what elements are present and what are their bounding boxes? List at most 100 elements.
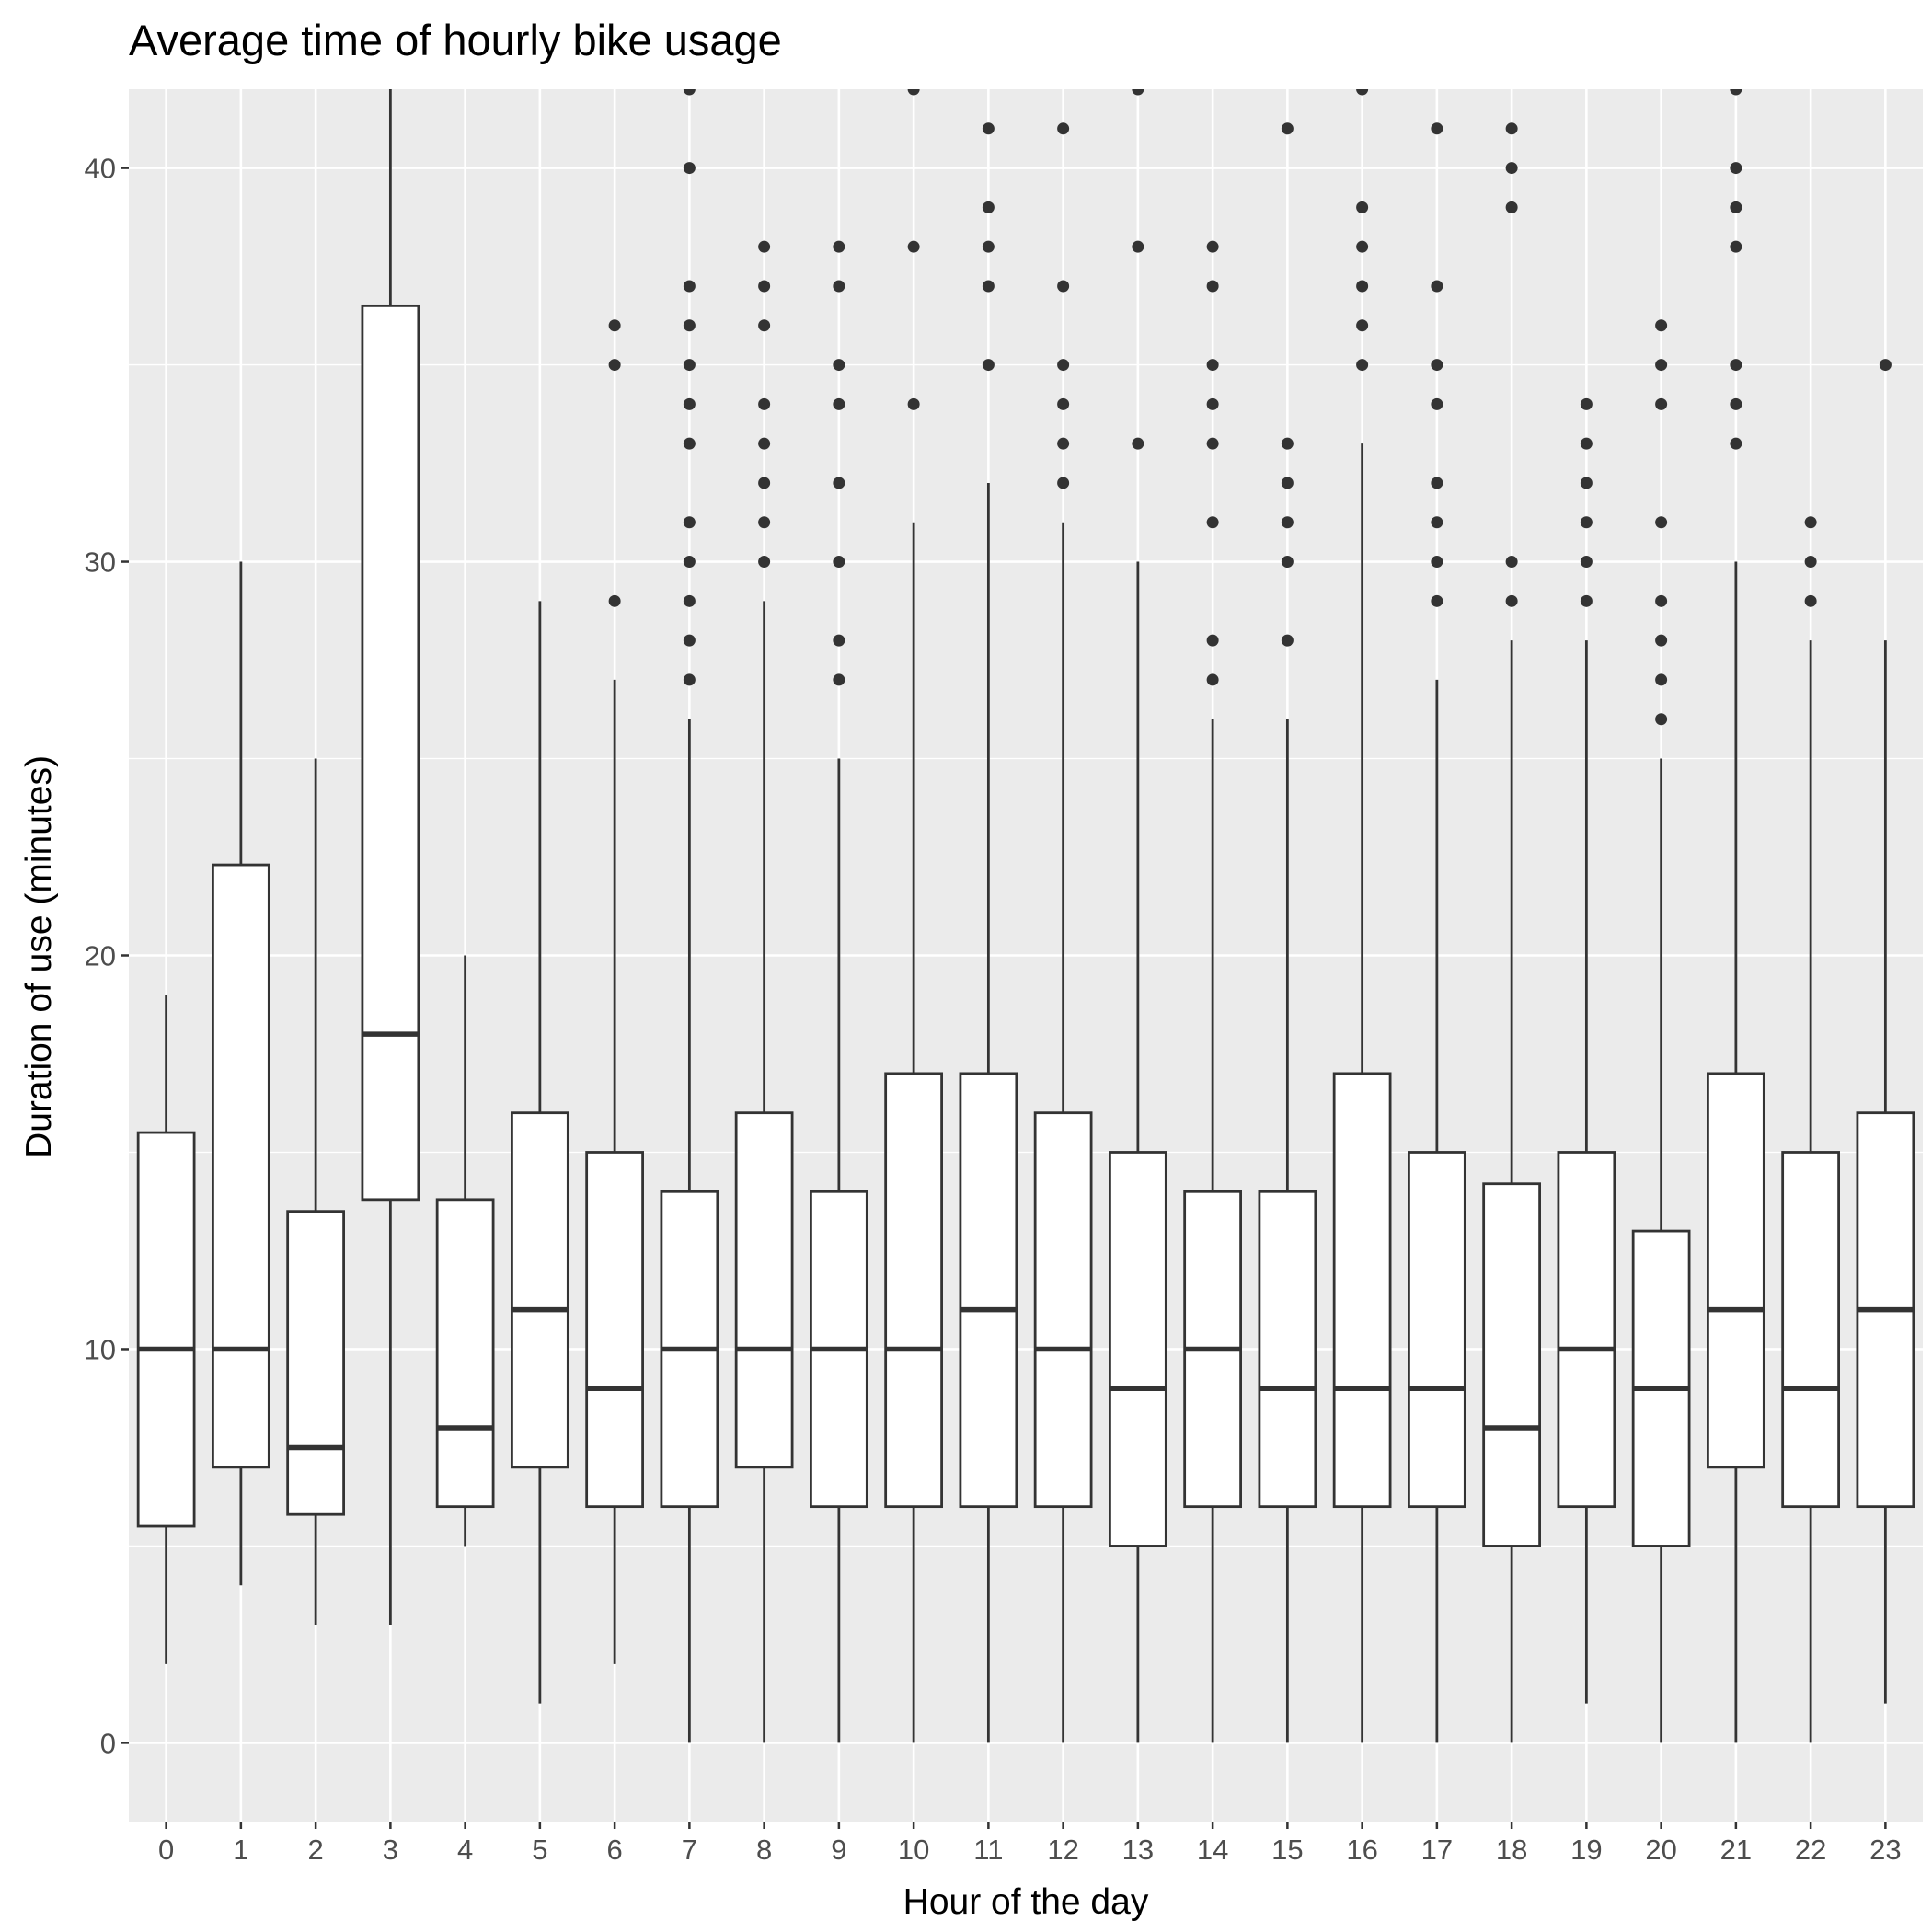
outlier-point [1580, 516, 1593, 529]
outlier-point [1730, 240, 1742, 253]
outlier-point [608, 594, 621, 607]
outlier-point [833, 397, 845, 410]
outlier-point [1655, 634, 1668, 647]
outlier-point [907, 240, 920, 253]
box-hour-10 [884, 89, 943, 1743]
outlier-point [1206, 397, 1219, 410]
outlier-point [1655, 594, 1668, 607]
box-hour-12 [1033, 122, 1093, 1743]
outlier-point [1356, 240, 1369, 253]
outlier-point [758, 437, 771, 450]
outlier-point [683, 319, 696, 332]
outlier-point [1356, 280, 1369, 293]
outlier-point [1356, 319, 1369, 332]
x-tick-label: 6 [607, 1834, 623, 1866]
outlier-point [1730, 437, 1742, 450]
outlier-point [1580, 437, 1593, 450]
outlier-point [1505, 556, 1518, 569]
outlier-point [1206, 240, 1219, 253]
y-axis-title: Duration of use (minutes) [19, 755, 59, 1158]
outlier-point [1730, 201, 1742, 213]
outlier-point [1730, 162, 1742, 175]
outlier-point [758, 280, 771, 293]
outlier-point [1580, 556, 1593, 569]
outlier-point [683, 359, 696, 372]
outlier-point [1655, 713, 1668, 726]
iqr-box [1482, 1182, 1541, 1547]
outlier-point [1057, 359, 1070, 372]
outlier-point [907, 89, 920, 96]
outlier-point [683, 594, 696, 607]
x-tick-label: 9 [831, 1834, 846, 1866]
x-tick-label: 15 [1271, 1834, 1303, 1866]
y-tick-label: 30 [85, 546, 116, 579]
outlier-point [1431, 556, 1443, 569]
outlier-point [1505, 201, 1518, 213]
x-tick-label: 16 [1346, 1834, 1377, 1866]
outlier-point [1132, 437, 1144, 450]
outlier-point [1580, 397, 1593, 410]
x-tick-label: 18 [1496, 1834, 1527, 1866]
x-tick-label: 2 [308, 1834, 324, 1866]
box-hour-19 [1557, 397, 1616, 1704]
y-tick-label: 40 [85, 153, 116, 185]
iqr-box [361, 304, 420, 1202]
box-hour-13 [1109, 89, 1167, 1743]
iqr-box [136, 1131, 196, 1528]
box-hour-14 [1183, 240, 1242, 1743]
x-tick-label: 5 [532, 1834, 547, 1866]
outlier-point [1356, 359, 1369, 372]
outlier-point [1132, 240, 1144, 253]
outlier-point [1804, 556, 1817, 569]
outlier-point [833, 240, 845, 253]
box-hour-9 [810, 240, 868, 1743]
iqr-box [286, 1210, 345, 1516]
box-hour-4 [435, 955, 495, 1547]
outlier-point [1804, 594, 1817, 607]
outlier-point [833, 359, 845, 372]
outlier-point [758, 397, 771, 410]
x-tick-label: 1 [233, 1834, 248, 1866]
x-tick-label: 0 [158, 1834, 174, 1866]
x-tick-label: 11 [973, 1834, 1003, 1866]
x-tick-label: 4 [457, 1834, 473, 1866]
iqr-box [1781, 1151, 1840, 1509]
outlier-point [1655, 319, 1668, 332]
box-hour-6 [585, 319, 644, 1664]
outlier-point [1804, 516, 1817, 529]
outlier-point [833, 556, 845, 569]
y-tick-label: 0 [100, 1727, 116, 1759]
iqr-box [1707, 1072, 1765, 1469]
iqr-box [1109, 1151, 1167, 1547]
outlier-point [1356, 201, 1369, 213]
outlier-point [1132, 89, 1144, 96]
outlier-point [1730, 397, 1742, 410]
outlier-point [1057, 280, 1070, 293]
outlier-point [1655, 516, 1668, 529]
x-tick-label: 10 [898, 1834, 929, 1866]
outlier-point [1057, 397, 1070, 410]
outlier-point [683, 673, 696, 686]
iqr-box [585, 1151, 644, 1509]
x-tick-label: 8 [756, 1834, 772, 1866]
outlier-point [1281, 477, 1294, 489]
box-hour-18 [1482, 122, 1541, 1743]
box-hour-21 [1707, 89, 1765, 1743]
outlier-point [1281, 634, 1294, 647]
outlier-point [1431, 359, 1443, 372]
outlier-point [683, 89, 696, 96]
outlier-point [683, 437, 696, 450]
x-tick-label: 12 [1047, 1834, 1078, 1866]
outlier-point [683, 397, 696, 410]
outlier-point [1879, 359, 1892, 372]
x-tick-label: 21 [1720, 1834, 1752, 1866]
outlier-point [1206, 673, 1219, 686]
iqr-box [734, 1111, 794, 1469]
outlier-point [758, 516, 771, 529]
outlier-point [982, 280, 995, 293]
outlier-point [1730, 359, 1742, 372]
outlier-point [1206, 359, 1219, 372]
outlier-point [1655, 359, 1668, 372]
y-axis: 0 10 20 30 40 [85, 153, 129, 1759]
